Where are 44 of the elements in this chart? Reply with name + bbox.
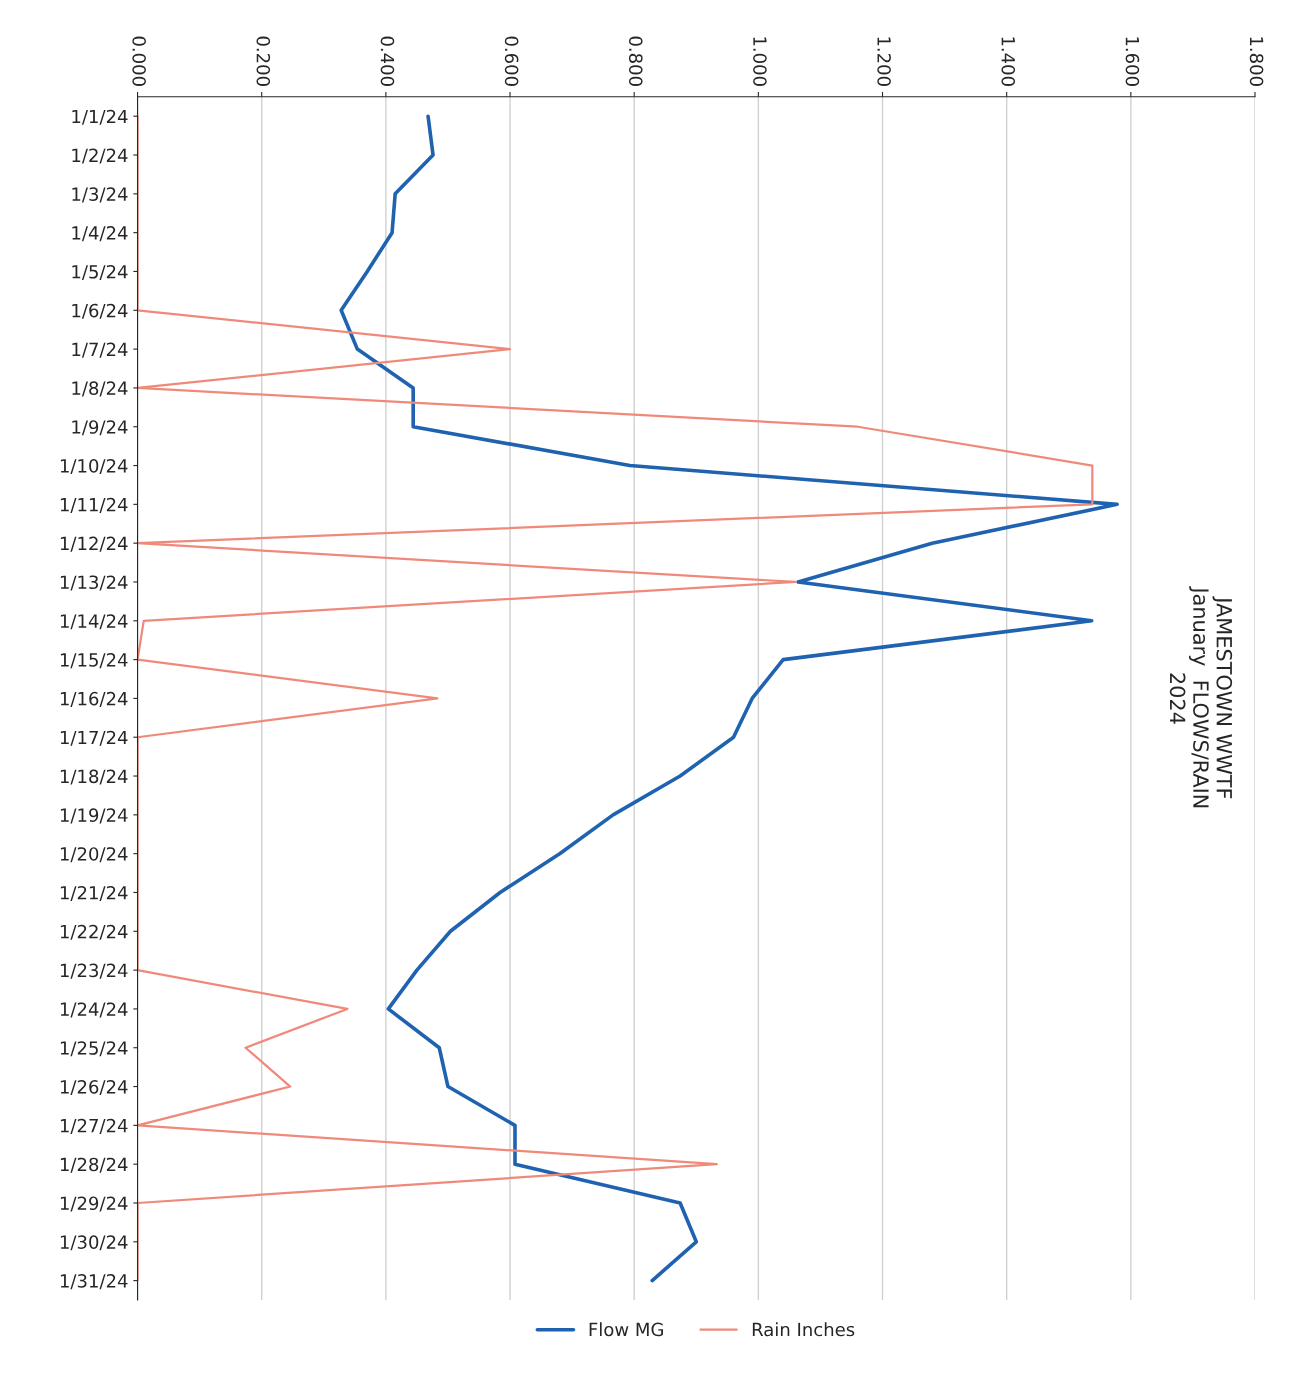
y-tick-label: 1/15/24 xyxy=(60,653,128,669)
y-tick-label: 1/3/24 xyxy=(72,187,128,203)
x-tick-label: 1.200 xyxy=(877,37,891,86)
legend-label: Flow MG xyxy=(589,1322,663,1337)
text: JAMESTOWN WWTF January FLOWS/RAIN 2024 xyxy=(1169,586,1233,808)
y-tick-label: 1/11/24 xyxy=(60,497,128,513)
y-tick-label: 1/29/24 xyxy=(60,1196,128,1212)
y-tick-label: 1/17/24 xyxy=(60,730,128,746)
y-tick-label: 1/5/24 xyxy=(72,264,128,280)
x-tick-label: 0.800 xyxy=(628,36,643,86)
y-tick-label: 1/22/24 xyxy=(60,924,128,940)
x-tick-label: 1.000 xyxy=(753,37,767,86)
y-tick-label: 1/7/24 xyxy=(72,342,128,358)
y-tick-label: 1/27/24 xyxy=(60,1118,128,1134)
x-tick-label: 1.400 xyxy=(1001,37,1016,86)
y-tick-label: 1/12/24 xyxy=(60,536,128,552)
y-tick-label: 1/10/24 xyxy=(60,458,128,475)
y-tick-label: 1/31/24 xyxy=(60,1274,128,1290)
x-tick-label: 0.600 xyxy=(504,36,519,86)
y-tick-label: 1/18/24 xyxy=(60,769,128,785)
y-tick-label: 1/9/24 xyxy=(72,420,128,436)
x-tick-label: 0.000 xyxy=(132,36,146,86)
y-tick-label: 1/23/24 xyxy=(60,963,128,979)
y-tick-label: 1/24/24 xyxy=(60,1002,128,1018)
y-tick-label: 1/28/24 xyxy=(60,1157,128,1173)
y-tick-label: 1/4/24 xyxy=(72,226,128,242)
y-tick-label: 1/14/24 xyxy=(60,614,128,630)
y-tick-label: 1/13/24 xyxy=(60,575,128,591)
y-tick-label: 1/6/24 xyxy=(72,303,128,319)
y-tick-label: 1/25/24 xyxy=(60,1041,128,1057)
x-tick-label: 0.400 xyxy=(380,36,395,86)
y-tick-label: 1/21/24 xyxy=(60,885,128,902)
x-tick-label: 1.600 xyxy=(1125,37,1140,86)
y-tick-label: 1/26/24 xyxy=(60,1080,128,1096)
y-tick-label: 1/8/24 xyxy=(72,381,128,397)
y-tick-label: 1/2/24 xyxy=(72,148,128,164)
y-tick-label: 1/19/24 xyxy=(60,808,128,824)
legend-label: Rain Inches xyxy=(752,1322,855,1337)
x-tick-label: 1.800 xyxy=(1249,37,1264,86)
y-tick-label: 1/30/24 xyxy=(60,1235,128,1251)
y-tick-label: 1/20/24 xyxy=(60,847,128,863)
x-tick-label: 0.200 xyxy=(256,36,271,86)
y-tick-label: 1/1/24 xyxy=(72,109,128,125)
y-tick-label: 1/16/24 xyxy=(60,691,128,707)
